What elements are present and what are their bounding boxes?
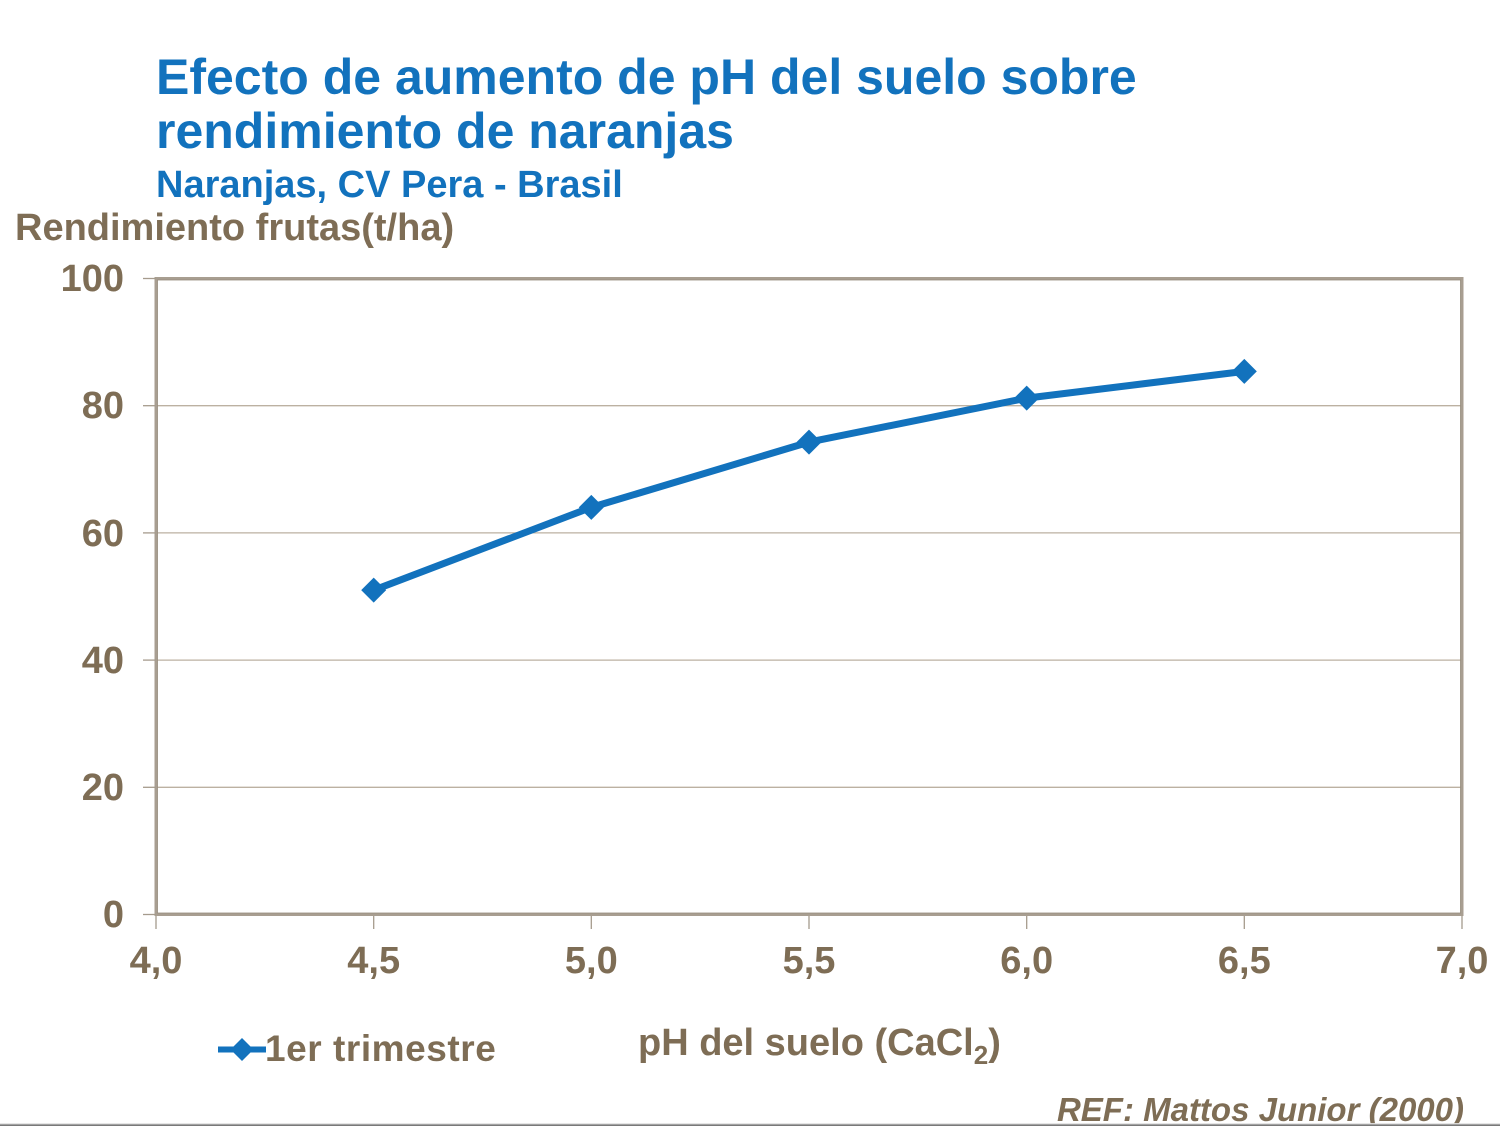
svg-text:Efecto de aumento de pH del su: Efecto de aumento de pH del suelo sobre <box>156 49 1137 105</box>
svg-text:0: 0 <box>103 894 124 936</box>
svg-text:1er trimestre: 1er trimestre <box>265 1028 496 1069</box>
svg-text:pH del suelo (CaCl2): pH del suelo (CaCl2) <box>638 1022 1001 1070</box>
svg-text:20: 20 <box>82 767 124 809</box>
svg-text:5,5: 5,5 <box>783 940 836 982</box>
svg-text:5,0: 5,0 <box>565 940 618 982</box>
svg-text:REF: Mattos Junior (2000): REF: Mattos Junior (2000) <box>1057 1091 1464 1126</box>
svg-text:7,0: 7,0 <box>1436 940 1489 982</box>
svg-text:40: 40 <box>82 640 124 682</box>
svg-text:rendimiento de naranjas: rendimiento de naranjas <box>156 103 734 159</box>
svg-text:60: 60 <box>82 513 124 555</box>
svg-text:Rendimiento frutas(t/ha): Rendimiento frutas(t/ha) <box>15 207 454 249</box>
svg-text:6,5: 6,5 <box>1218 940 1271 982</box>
svg-text:Naranjas, CV Pera - Brasil: Naranjas, CV Pera - Brasil <box>156 164 623 206</box>
svg-text:4,0: 4,0 <box>130 940 183 982</box>
svg-text:6,0: 6,0 <box>1000 940 1053 982</box>
svg-text:80: 80 <box>82 385 124 427</box>
svg-text:100: 100 <box>61 258 124 300</box>
svg-text:4,5: 4,5 <box>347 940 400 982</box>
